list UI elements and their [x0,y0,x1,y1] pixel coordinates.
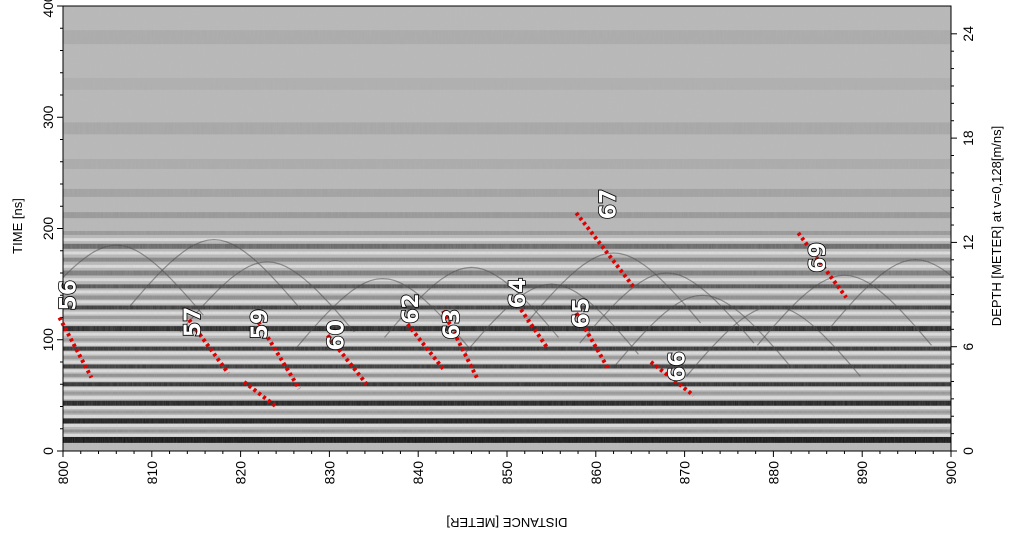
time-tick-label: 300 [40,105,56,129]
x-tick-label: 860 [588,461,604,485]
x-tick-label: 870 [677,461,693,485]
marker-line-65 [574,312,610,370]
x-tick-label: 830 [321,461,337,485]
right-axis-title: DEPTH [METER] at v=0,128[m/ns] [989,126,1004,326]
time-axis: 0 100 200 300 400 [40,0,63,455]
marker-label-66: 66 [666,351,691,382]
x-tick-label: 840 [410,461,426,485]
plot-background [63,6,951,451]
marker-line-57 [187,318,230,375]
marker-label-67: 67 [596,189,621,220]
x-tick-label: 820 [233,461,249,485]
marker-line-62 [405,322,447,373]
depth-tick-label: 12 [960,234,976,250]
marker-line-67 [574,211,637,290]
marker-label-65: 65 [570,298,595,329]
depth-axis: 0 6 12 18 24 [951,26,976,455]
time-tick-label: 100 [40,328,56,352]
depth-tick-label: 24 [960,26,976,42]
x-axis: 800 810 820 830 840 850 860 870 880 890 900 [55,451,959,484]
x-tick-label: 850 [499,461,515,485]
marker-label-64: 64 [506,278,531,309]
time-tick-label: 0 [40,447,56,455]
marker-line-69 [796,231,848,299]
marker-line-59 [256,320,301,390]
marker-line-64 [512,298,550,350]
depth-tick-label: 6 [960,343,976,351]
depth-tick-label: 18 [960,130,976,146]
x-tick-label: 800 [55,461,71,485]
marker-label-62: 62 [399,293,424,324]
marker-lines [57,211,848,409]
marker-line-60 [326,334,369,386]
marker-line-63 [441,309,479,379]
marker-label-56: 56 [56,280,81,311]
marker-label-63: 63 [440,309,465,340]
time-tick-label: 200 [40,217,56,241]
time-tick-label: 400 [40,0,56,18]
x-axis-title: DISTANCE [METER] [446,515,567,530]
x-tick-label: 880 [765,461,781,485]
x-tick-label: 890 [854,461,870,485]
marker-label-59: 59 [248,309,273,340]
x-tick-label: 810 [144,461,160,485]
marker-label-57: 57 [181,307,206,338]
left-axis-title: TIME [ns] [10,198,25,254]
x-tick-label: 900 [943,461,959,485]
marker-line-59 [242,380,278,409]
marker-line-56 [57,316,94,379]
marker-label-69: 69 [806,242,831,273]
depth-tick-label: 0 [960,447,976,455]
marker-labels: 56 57 59 60 62 63 64 65 66 67 69 [56,188,832,383]
marker-label-60: 60 [325,320,350,351]
